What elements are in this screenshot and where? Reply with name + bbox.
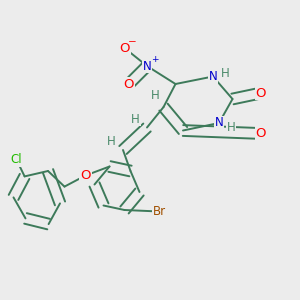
Text: H: H bbox=[151, 88, 160, 102]
Text: +: + bbox=[151, 55, 159, 64]
Text: N: N bbox=[208, 70, 217, 83]
Text: N: N bbox=[214, 116, 224, 130]
Text: N: N bbox=[142, 59, 152, 73]
Text: H: H bbox=[131, 112, 140, 126]
Text: O: O bbox=[124, 77, 134, 91]
Text: H: H bbox=[226, 121, 236, 134]
Text: O: O bbox=[256, 127, 266, 140]
Text: O: O bbox=[119, 41, 130, 55]
Text: H: H bbox=[220, 67, 230, 80]
Text: −: − bbox=[128, 37, 137, 47]
Text: O: O bbox=[80, 169, 91, 182]
Text: Br: Br bbox=[152, 205, 166, 218]
Text: H: H bbox=[107, 135, 116, 148]
Text: O: O bbox=[256, 86, 266, 100]
Text: Cl: Cl bbox=[11, 153, 22, 166]
